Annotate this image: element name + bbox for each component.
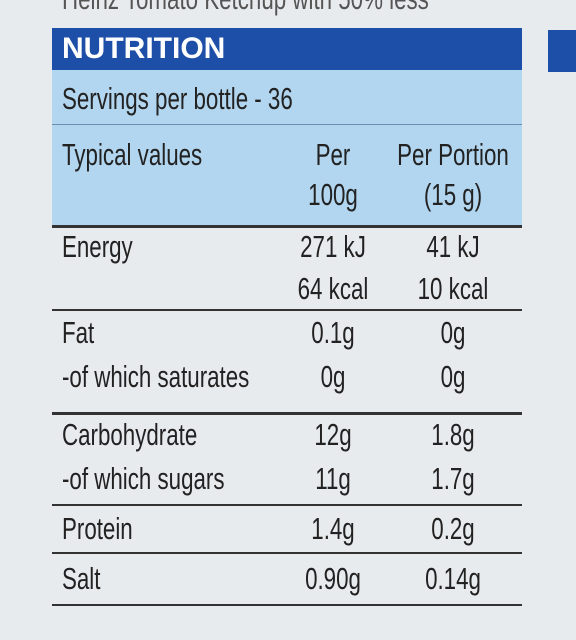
- cell: 271 kJ: [300, 229, 366, 264]
- title-bar: [52, 28, 522, 70]
- cell: 0.1g: [311, 315, 355, 350]
- row-label: Protein: [62, 511, 133, 546]
- cell: 1.4g: [311, 511, 355, 546]
- cell: 10 kcal: [417, 271, 489, 306]
- cell: 0g: [440, 359, 466, 394]
- column-header: Typical values: [62, 137, 203, 172]
- divider: [52, 309, 522, 311]
- row-label: Salt: [62, 561, 101, 596]
- row-label: -of which saturates: [62, 359, 250, 394]
- row-label: Fat: [62, 315, 95, 350]
- divider: [52, 504, 522, 506]
- divider: [52, 412, 522, 415]
- column-header: 100g: [308, 177, 358, 212]
- divider: [52, 604, 522, 606]
- column-header: Per: [315, 137, 351, 172]
- cell: 0.90g: [305, 561, 361, 596]
- table-title: NUTRITION: [62, 32, 226, 65]
- divider: [52, 225, 522, 228]
- cell: 12g: [314, 417, 352, 452]
- column-header: (15 g): [423, 177, 483, 212]
- cell: 0.2g: [431, 511, 475, 546]
- cell: 1.8g: [431, 417, 475, 452]
- header-band: [52, 70, 522, 226]
- servings: Servings per bottle - 36: [62, 81, 293, 116]
- row-label: -of which sugars: [62, 461, 225, 496]
- side-band: [548, 30, 576, 72]
- divider: [52, 552, 522, 554]
- column-header: Per Portion: [397, 137, 509, 172]
- divider: [52, 124, 522, 125]
- row-label: Carbohydrate: [62, 417, 198, 452]
- cell: 11g: [315, 461, 351, 496]
- cell: 0g: [440, 315, 466, 350]
- cell: 0.14g: [425, 561, 481, 596]
- product-name: Heinz Tomato Ketchup with 50% less: [62, 0, 429, 16]
- cell: 0g: [320, 359, 346, 394]
- cell: 64 kcal: [297, 271, 369, 306]
- cell: 1.7g: [431, 461, 475, 496]
- cell: 41 kJ: [426, 229, 480, 264]
- row-label: Energy: [62, 229, 133, 264]
